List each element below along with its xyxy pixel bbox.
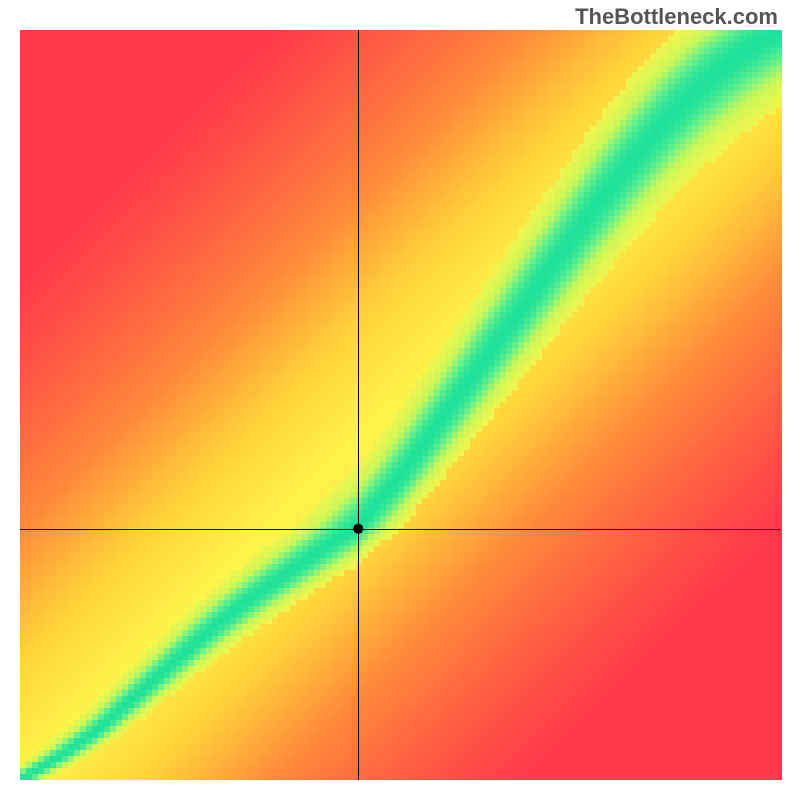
watermark-label: TheBottleneck.com bbox=[575, 4, 778, 30]
bottleneck-heatmap bbox=[0, 0, 800, 800]
